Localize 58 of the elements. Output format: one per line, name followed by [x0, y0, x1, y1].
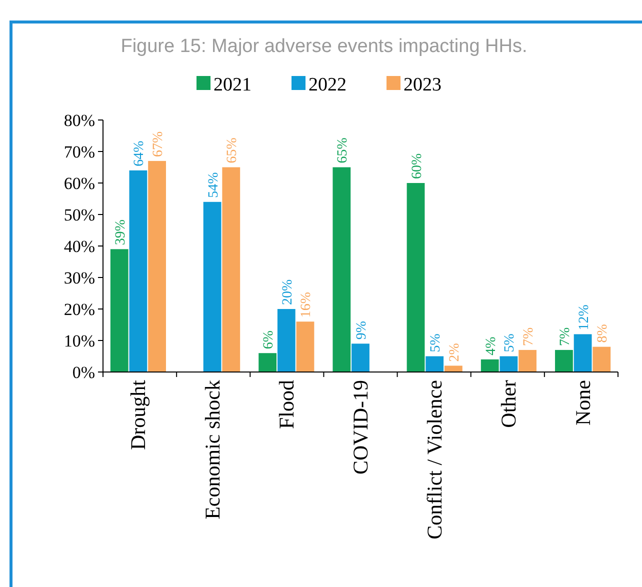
- y-tick-label: 40%: [64, 236, 95, 256]
- text: 16%: [299, 292, 314, 318]
- x-tick-label: Flood: [274, 380, 298, 430]
- y-tick-label: 30%: [64, 268, 95, 288]
- legend-label: 2023: [404, 74, 442, 96]
- x-tick-label: COVID-19: [348, 380, 372, 474]
- bar: [592, 346, 611, 372]
- text: 12%: [576, 304, 592, 330]
- legend-label: 2022: [308, 74, 346, 96]
- x-tick-label: None: [570, 380, 595, 426]
- x-tick-label: Economic shock: [200, 380, 224, 520]
- y-tick-label: 50%: [64, 205, 95, 224]
- bar: [332, 167, 351, 372]
- y-tick-label: 80%: [64, 110, 95, 130]
- text: 2%: [447, 343, 462, 362]
- y-tick-label: 10%: [64, 331, 95, 350]
- text: 7%: [558, 327, 573, 346]
- text: 64%: [132, 140, 148, 166]
- bar: [574, 334, 592, 372]
- text: 8%: [596, 324, 611, 343]
- text: 5%: [502, 334, 518, 352]
- bar: [110, 249, 128, 372]
- text: 60%: [410, 153, 425, 179]
- bar: [222, 167, 240, 372]
- text: 20%: [280, 279, 296, 305]
- text: 65%: [225, 138, 240, 164]
- x-tick-label: Drought: [126, 380, 150, 450]
- bar: [148, 160, 166, 372]
- bar: [203, 202, 222, 372]
- bar: [406, 183, 425, 372]
- bar: [500, 356, 518, 372]
- text: 7%: [522, 327, 537, 346]
- y-tick-label: 20%: [64, 300, 95, 319]
- bar: [277, 309, 296, 372]
- x-tick-label: Other: [496, 380, 521, 428]
- text: 65%: [336, 138, 351, 164]
- bar: [426, 356, 444, 372]
- x-tick-label: Conflict / Violence: [422, 380, 447, 540]
- bar: [518, 350, 536, 372]
- bar: [555, 350, 573, 372]
- bar: [258, 353, 277, 372]
- text: 39%: [113, 219, 128, 246]
- text: 9%: [354, 320, 370, 340]
- text: 54%: [206, 172, 222, 198]
- legend-label: 2021: [214, 74, 252, 96]
- y-tick-label: 0%: [72, 362, 95, 382]
- y-tick-label: 70%: [64, 142, 95, 162]
- text: 5%: [428, 334, 444, 352]
- bar: [352, 344, 370, 372]
- chart-title: Figure 15: Major adverse events impacting HHs.: [120, 36, 528, 57]
- bar: [444, 366, 462, 372]
- bar: [296, 322, 314, 372]
- text: 6%: [262, 330, 277, 350]
- text: 67%: [151, 131, 166, 157]
- text: 4%: [484, 336, 499, 356]
- bar: [129, 170, 148, 372]
- y-tick-label: 60%: [64, 174, 95, 193]
- bar: [480, 359, 499, 372]
